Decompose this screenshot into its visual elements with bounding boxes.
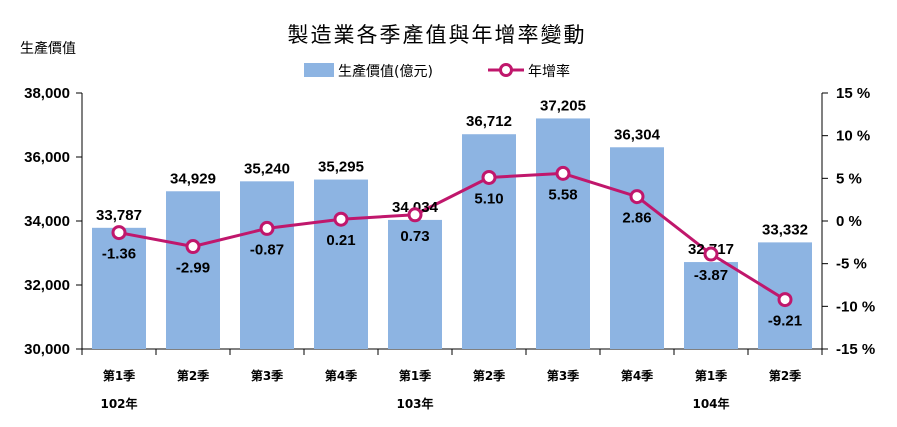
legend-line-label: 年增率 [528,63,570,80]
growth-point [481,169,497,185]
left-tick-label: 32,000 [24,277,70,294]
bar-value-label: 34,929 [170,170,216,187]
plot-area: 30,000 32,000 34,000 36,000 38,000 -15 % -10 %… [24,85,875,411]
bar [314,179,368,349]
bar [684,262,738,349]
growth-value-label: -3.87 [694,267,728,284]
category-label: 第1季 [103,368,136,383]
right-tick-label: 10 % [836,128,870,145]
category-label: 第1季 [695,368,728,383]
growth-point [333,211,349,227]
bar-value-label: 33,332 [762,221,808,238]
growth-point [185,239,201,255]
bar-value-label: 36,304 [614,126,661,143]
category-label: 第2季 [769,368,802,383]
year-label: 102年 [100,396,137,411]
growth-value-label: 0.21 [326,232,355,249]
left-axis-label: 生產價值 [20,40,76,57]
bar-value-label: 36,712 [466,113,512,130]
right-tick-label: -15 % [836,341,875,358]
category-label: 第3季 [547,368,580,383]
bar-value-label: 35,295 [318,159,364,176]
growth-point [703,246,719,262]
chart-title: 製造業各季產值與年增率變動 [288,23,587,47]
category-label: 第4季 [621,368,654,383]
right-tick-label: 0 % [836,213,862,230]
right-tick-label: -5 % [836,256,867,273]
growth-value-label: -2.99 [176,260,210,277]
growth-line [118,171,786,301]
category-label: 第4季 [325,368,358,383]
right-tick-label: 15 % [836,85,870,102]
bar-value-label: 35,240 [244,160,290,177]
bar [610,147,664,349]
left-tick-label: 30,000 [24,341,70,358]
left-tick-label: 36,000 [24,149,70,166]
growth-value-label: -1.36 [102,246,136,263]
bar [92,227,146,349]
bar [388,219,442,349]
growth-point [407,207,423,223]
year-label: 103年 [396,396,433,411]
category-label: 第1季 [399,368,432,383]
growth-value-label: 5.10 [474,190,503,207]
growth-point [555,165,571,181]
growth-point [629,189,645,205]
legend-line-marker [499,63,513,77]
bar [536,118,590,349]
legend-bar-label: 生產價值(億元) [338,63,433,80]
year-label: 104年 [692,396,729,411]
bar [166,191,220,349]
bar [240,181,294,349]
growth-value-label: 5.58 [548,186,577,203]
growth-value-label: 2.86 [622,210,651,227]
legend-bar-swatch [304,63,334,77]
growth-value-label: -9.21 [768,313,802,330]
bar-value-label: 33,787 [96,207,142,224]
growth-value-label: 0.73 [400,228,429,245]
left-tick-label: 38,000 [24,85,70,102]
growth-point [111,225,127,241]
right-tick-label: 5 % [836,170,862,187]
legend: 生產價值(億元) 年增率 [304,63,570,80]
growth-value-label: -0.87 [250,241,284,258]
growth-point [259,220,275,236]
category-label: 第2季 [473,368,506,383]
growth-point [777,292,793,308]
category-label: 第2季 [177,368,210,383]
category-label: 第3季 [251,368,284,383]
right-tick-label: -10 % [836,298,875,315]
bar-value-label: 37,205 [540,97,586,114]
bar [462,134,516,349]
left-tick-label: 34,000 [24,213,70,230]
